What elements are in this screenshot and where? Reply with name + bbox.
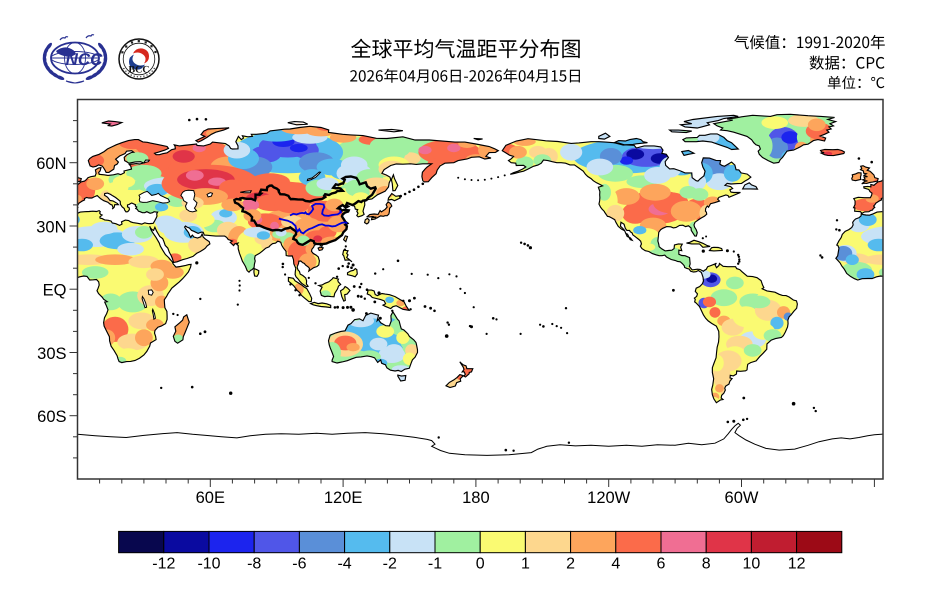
- svg-text:30N: 30N: [36, 218, 66, 236]
- svg-text:8: 8: [702, 555, 711, 572]
- svg-text:120W: 120W: [587, 489, 631, 507]
- svg-text:30S: 30S: [37, 345, 66, 363]
- svg-text:6: 6: [657, 555, 666, 572]
- svg-text:180: 180: [462, 489, 490, 507]
- svg-text:2: 2: [566, 555, 575, 572]
- svg-text:4: 4: [611, 555, 620, 572]
- svg-text:-2: -2: [383, 555, 397, 572]
- svg-text:1: 1: [521, 555, 530, 572]
- svg-text:-10: -10: [197, 555, 220, 572]
- svg-text:60E: 60E: [196, 489, 225, 507]
- svg-text:-8: -8: [247, 555, 261, 572]
- svg-text:60S: 60S: [37, 408, 66, 426]
- svg-text:-1: -1: [428, 555, 442, 572]
- svg-text:60W: 60W: [725, 489, 759, 507]
- svg-text:-6: -6: [292, 555, 306, 572]
- svg-text:0: 0: [476, 555, 485, 572]
- svg-text:60N: 60N: [36, 155, 66, 173]
- svg-text:-12: -12: [152, 555, 175, 572]
- svg-text:EQ: EQ: [43, 282, 67, 300]
- svg-text:12: 12: [788, 555, 806, 572]
- svg-text:10: 10: [743, 555, 761, 572]
- svg-text:-4: -4: [337, 555, 351, 572]
- svg-text:120E: 120E: [324, 489, 363, 507]
